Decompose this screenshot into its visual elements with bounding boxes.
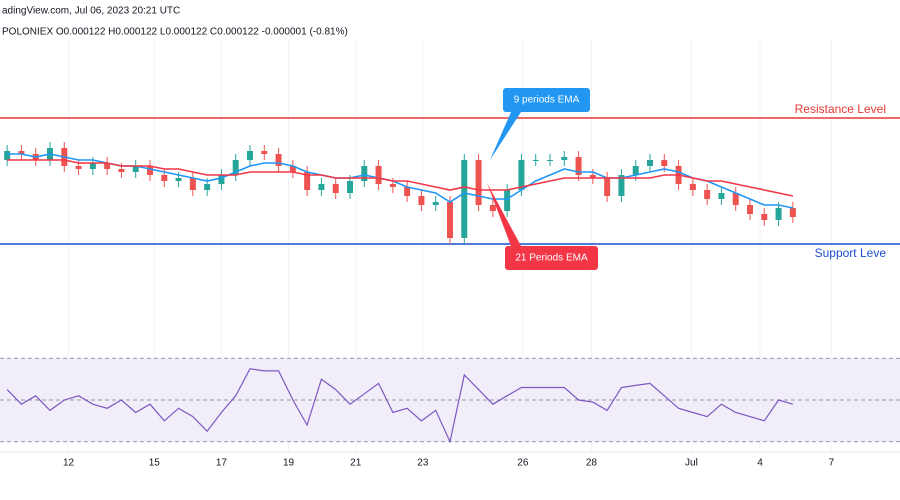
candle-body	[604, 178, 611, 196]
candle-body	[232, 160, 239, 175]
x-tick-label: 12	[63, 458, 75, 469]
candle-body	[632, 166, 639, 175]
callout-box	[503, 88, 590, 112]
candle-body	[789, 208, 796, 217]
x-tick-label: Jul	[685, 458, 698, 469]
candle-body	[404, 187, 411, 196]
candle-body	[447, 202, 453, 238]
candle-body	[561, 157, 568, 160]
candle-body	[461, 160, 468, 238]
x-tick-label: 19	[283, 458, 295, 469]
candle-body	[732, 193, 739, 205]
header-source: adingView.com, Jul 06, 2023 20:21 UTC	[2, 6, 180, 17]
x-tick-label: 4	[757, 458, 763, 469]
candle-body	[747, 205, 753, 214]
callout-label: 9 periods EMA	[514, 95, 580, 106]
candle-body	[147, 166, 153, 175]
candle-body	[118, 169, 125, 172]
candle-body	[775, 208, 782, 220]
candle-body	[218, 175, 225, 184]
candle-body	[189, 178, 196, 190]
candle-body	[618, 175, 625, 196]
candle-body	[375, 166, 382, 184]
candle-body	[532, 160, 539, 161]
candle-body	[661, 160, 668, 166]
candle-body	[575, 157, 582, 175]
candle-body	[589, 175, 596, 178]
candle-body	[647, 160, 653, 166]
x-tick-label: 21	[350, 458, 362, 469]
callout-box	[505, 246, 598, 270]
candle-body	[304, 172, 311, 190]
candle-body	[161, 175, 168, 181]
candle-body	[89, 163, 96, 169]
callout-pointer	[490, 112, 521, 160]
header-ohlc: POLONIEX O0.000122 H0.000122 L0.000122 C…	[2, 27, 348, 38]
candle-body	[547, 160, 553, 161]
candle-body	[418, 196, 425, 205]
candle-body	[361, 166, 368, 181]
x-tick-label: 26	[517, 458, 529, 469]
candle-body	[489, 205, 496, 211]
candle-body	[204, 184, 211, 190]
level-label: Resistance Level	[795, 102, 886, 116]
candle-body	[761, 214, 768, 220]
candle-body	[75, 166, 82, 169]
level-label: Support Leve	[815, 246, 887, 260]
x-tick-label: 28	[586, 458, 598, 469]
x-tick-label: 7	[829, 458, 835, 469]
candle-body	[504, 190, 511, 211]
candle-body	[475, 160, 482, 205]
candle-body	[318, 184, 325, 190]
candle-body	[347, 181, 353, 193]
candle-body	[104, 163, 111, 169]
candle-body	[247, 151, 253, 160]
candle-body	[289, 166, 296, 172]
candle-body	[689, 184, 696, 190]
callout-pointer	[487, 183, 521, 246]
ema-line	[7, 159, 794, 197]
candle-body	[261, 151, 268, 154]
candle-body	[332, 184, 339, 193]
candle-body	[132, 166, 139, 172]
x-tick-label: 17	[216, 458, 228, 469]
candle-body	[18, 151, 25, 154]
candle-body	[432, 202, 439, 205]
candle-body	[4, 151, 11, 160]
candle-body	[275, 154, 282, 166]
candle-body	[718, 193, 725, 199]
candle-body	[518, 160, 525, 190]
candle-body	[389, 184, 396, 187]
rsi-line	[6, 368, 794, 444]
callout-label: 21 Periods EMA	[515, 253, 588, 264]
candle-body	[175, 178, 182, 181]
candle-body	[704, 190, 711, 199]
x-tick-label: 23	[417, 458, 429, 469]
x-tick-label: 15	[149, 458, 161, 469]
